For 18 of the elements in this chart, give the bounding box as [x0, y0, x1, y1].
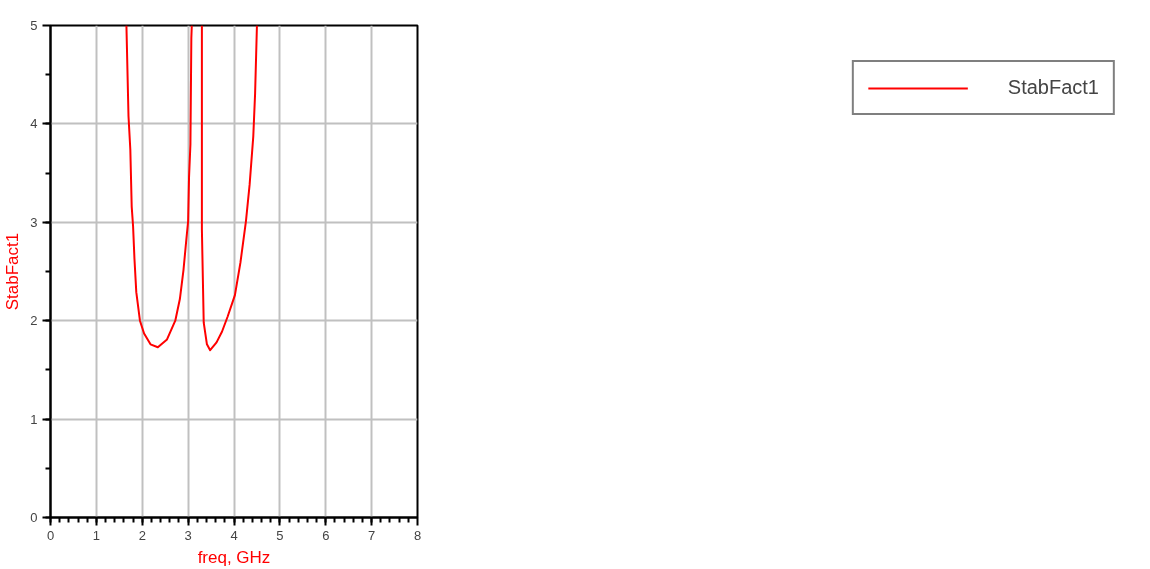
x-tick-label: 0	[46, 527, 55, 543]
y-tick-label: 5	[30, 18, 38, 33]
x-tick-label: 5	[276, 527, 284, 543]
x-tick-label: 4	[230, 527, 238, 543]
y-tick-label: 3	[30, 214, 38, 230]
x-tick-label: 2	[138, 527, 146, 543]
x-tick-label: 7	[368, 527, 376, 543]
x-axis-title: freq, GHz	[197, 547, 271, 567]
x-tick-label: 8	[413, 527, 422, 543]
x-tick-label: 1	[92, 527, 100, 543]
y-tick-label: 1	[30, 411, 38, 427]
legend-label: StabFact1	[1007, 76, 1099, 99]
y-tick-label: 0	[30, 510, 38, 525]
y-axis-title: StabFact1	[3, 232, 23, 311]
y-tick-label: 2	[30, 313, 38, 329]
x-tick-label: 3	[184, 527, 192, 543]
y-tick-label: 4	[30, 116, 38, 132]
x-tick-label: 6	[322, 527, 330, 543]
